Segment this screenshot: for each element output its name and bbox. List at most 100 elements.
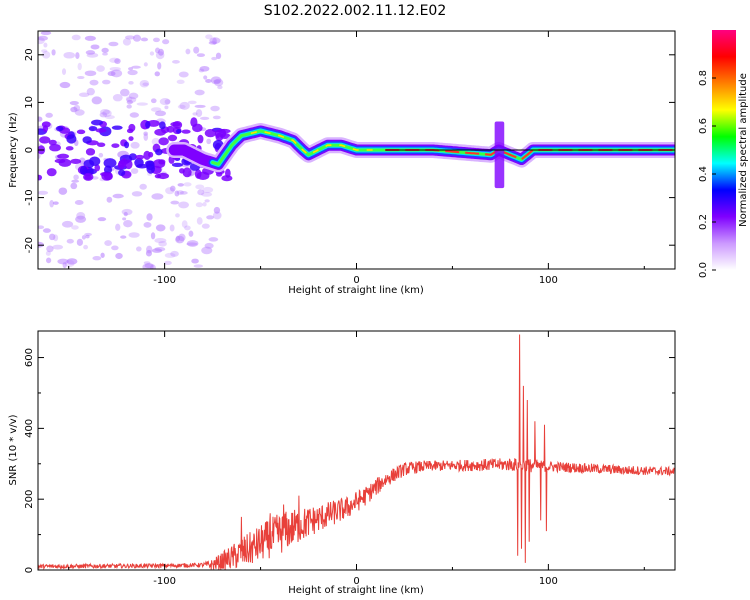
noise-blob <box>86 87 95 96</box>
noise-blob <box>204 242 214 249</box>
noise-blob <box>142 263 154 269</box>
noise-blob <box>108 41 119 47</box>
noise-blob <box>124 35 135 40</box>
core-blob <box>70 158 82 164</box>
noise-blob <box>158 240 167 247</box>
noise-blob <box>170 250 179 257</box>
noise-blob <box>70 182 78 190</box>
noise-blob <box>150 232 156 240</box>
core-blob <box>128 153 137 161</box>
noise-blob <box>128 92 139 100</box>
core-blob <box>41 121 51 128</box>
noise-blob <box>69 101 79 106</box>
noise-blob <box>176 190 184 196</box>
noise-blob <box>197 189 205 196</box>
noise-blob <box>202 186 214 194</box>
y-tick-label: 0 <box>24 147 35 153</box>
noise-blob <box>195 109 203 117</box>
noise-blob <box>164 99 171 105</box>
core-blob <box>39 136 51 144</box>
noise-blob <box>149 51 155 56</box>
noise-blob <box>38 190 49 195</box>
figure-title: S102.2022.002.11.12.E02 <box>264 3 447 19</box>
noise-blob <box>154 71 160 77</box>
noise-blob <box>193 264 203 268</box>
noise-blob <box>115 252 123 260</box>
noise-blob <box>183 182 192 187</box>
core-blob <box>167 134 178 142</box>
colorbar: 0.0 0.2 0.4 0.6 0.8 Normalized spectral ampl… <box>698 30 749 278</box>
noise-blob <box>96 65 105 72</box>
core-blob <box>95 128 107 133</box>
noise-blob <box>145 249 152 257</box>
y-tick-label: 400 <box>24 419 35 438</box>
noise-blob <box>41 49 48 53</box>
noise-blob <box>122 38 132 46</box>
noise-blob <box>191 258 199 264</box>
noise-blob <box>83 244 89 250</box>
y-tick-label: 20 <box>24 48 35 61</box>
noise-blob <box>139 183 147 190</box>
colorbar-tick-label: 0.2 <box>698 214 709 230</box>
noise-blob <box>58 187 68 195</box>
noise-blob <box>205 79 212 83</box>
core-blob <box>118 169 126 176</box>
noise-blob <box>177 183 184 187</box>
core-blob <box>97 142 106 148</box>
noise-blob <box>140 37 149 42</box>
noise-blob <box>175 235 185 244</box>
core-blob <box>171 162 184 168</box>
core-blob <box>57 153 70 159</box>
core-blob <box>178 168 185 174</box>
noise-blob <box>98 152 104 158</box>
noise-blob <box>46 245 54 253</box>
colorbar-tick-label: 0.4 <box>698 166 709 182</box>
noise-blob <box>102 109 112 118</box>
noise-blob <box>109 57 120 63</box>
noise-blob <box>125 96 133 102</box>
noise-blob <box>151 193 164 200</box>
spectrogram-y-axis-label: Frequency (Hz) <box>8 112 19 188</box>
noise-blob <box>128 232 140 238</box>
noise-blob <box>111 245 119 251</box>
noise-blob <box>151 248 163 253</box>
y-tick-label: -10 <box>24 189 35 205</box>
core-blob <box>197 134 204 144</box>
snr-ticks: -100 0 100 0 200 400 600 <box>24 331 675 587</box>
core-blob <box>65 146 74 151</box>
noise-blob <box>208 237 219 242</box>
noise-blob <box>212 115 221 120</box>
core-blob <box>100 172 110 177</box>
noise-blob <box>143 133 149 141</box>
core-blob <box>135 154 145 160</box>
noise-blob <box>178 201 190 209</box>
noise-blob <box>144 263 154 269</box>
noise-blob <box>42 228 51 233</box>
noise-blob <box>84 232 92 237</box>
noise-blob <box>186 240 199 247</box>
core-blob <box>103 165 113 174</box>
colorbar-gradient <box>712 30 736 270</box>
noise-blob <box>120 235 127 239</box>
noise-blob <box>104 115 115 120</box>
noise-blob <box>74 199 84 206</box>
core-blob <box>128 136 134 141</box>
core-blob <box>94 164 101 172</box>
noise-blob <box>130 168 139 174</box>
spectrogram-marks <box>38 31 675 269</box>
noise-blob <box>164 252 176 258</box>
core-blob <box>146 163 155 174</box>
noise-blob <box>203 75 208 80</box>
disturbance <box>494 121 505 189</box>
core-blob <box>111 143 120 148</box>
core-blob <box>154 128 166 136</box>
noise-blob <box>174 190 180 197</box>
noise-blob <box>123 220 133 228</box>
core-blob <box>79 165 88 175</box>
noise-blob <box>179 191 188 195</box>
snr-series-line <box>38 334 675 570</box>
noise-blob <box>155 224 166 232</box>
noise-blob <box>57 258 69 265</box>
